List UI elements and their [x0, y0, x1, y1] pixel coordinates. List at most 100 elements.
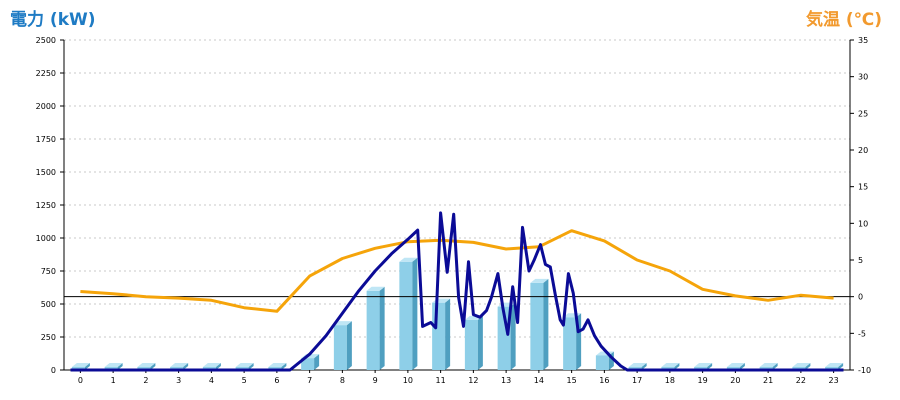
x-tick-label: 17	[632, 376, 642, 385]
bar-top	[333, 321, 352, 326]
right-tick-label: 25	[858, 109, 868, 118]
right-tick-label: 35	[858, 36, 868, 45]
bar-front	[464, 319, 478, 370]
bar-top	[726, 363, 745, 367]
right-tick-label: 10	[858, 219, 868, 228]
bar-top	[170, 363, 189, 367]
left-tick-label: 1500	[36, 168, 56, 177]
bar-side	[674, 363, 680, 370]
x-tick-label: 13	[501, 376, 511, 385]
x-tick-label: 14	[534, 376, 544, 385]
temperature-line	[80, 229, 834, 313]
x-tick-label: 22	[796, 376, 806, 385]
bar-side	[84, 363, 90, 370]
bar-side	[379, 286, 385, 370]
bar-side	[248, 363, 254, 370]
right-tick-label: -5	[858, 329, 866, 338]
left-tick-label: 1000	[36, 234, 56, 243]
bar-side	[183, 363, 189, 370]
bar-top	[530, 278, 549, 283]
x-tick-label: 15	[567, 376, 577, 385]
left-tick-label: 1250	[36, 201, 56, 210]
bar	[530, 278, 549, 370]
bar-top	[628, 363, 647, 367]
bar-top	[399, 257, 418, 262]
bar-side	[543, 278, 549, 370]
bar-side	[150, 363, 156, 370]
bar-side	[314, 354, 320, 370]
bar-side	[772, 363, 778, 370]
bar-top	[792, 363, 811, 367]
bar-top	[202, 363, 221, 367]
x-tick-label: 10	[403, 376, 413, 385]
bar-front	[399, 261, 413, 370]
left-tick-label: 500	[41, 300, 56, 309]
bar-side	[707, 363, 713, 370]
x-tick-label: 23	[829, 376, 839, 385]
x-tick-label: 11	[436, 376, 446, 385]
bar	[432, 298, 451, 370]
left-tick-label: 1750	[36, 135, 56, 144]
x-tick-label: 1	[111, 376, 116, 385]
bar	[497, 302, 516, 370]
bar	[366, 286, 385, 370]
bar-side	[510, 302, 516, 370]
x-tick-label: 18	[665, 376, 675, 385]
bar-side	[641, 363, 647, 370]
bar	[595, 351, 614, 370]
x-tick-label: 21	[763, 376, 773, 385]
bar-side	[412, 257, 418, 370]
bar-front	[530, 282, 544, 370]
bar-front	[432, 302, 446, 370]
bar-top	[694, 363, 713, 367]
bar-top	[137, 363, 156, 367]
left-tick-label: 0	[51, 366, 56, 375]
bar	[399, 257, 418, 370]
bar-side	[838, 363, 844, 370]
bar-top	[71, 363, 90, 367]
bar-top	[661, 363, 680, 367]
x-tick-label: 16	[599, 376, 609, 385]
right-tick-label: 20	[858, 146, 868, 155]
bar	[301, 354, 320, 370]
bar	[563, 313, 582, 370]
x-tick-label: 0	[78, 376, 83, 385]
bar-side	[445, 298, 451, 370]
x-tick-label: 4	[209, 376, 214, 385]
bar-top	[104, 363, 123, 367]
bar-top	[366, 286, 385, 291]
x-tick-label: 19	[698, 376, 708, 385]
right-tick-label: 15	[858, 183, 868, 192]
right-tick-label: 0	[858, 293, 863, 302]
bar-front	[595, 355, 609, 370]
x-tick-label: 3	[176, 376, 181, 385]
left-tick-label: 2500	[36, 36, 56, 45]
bar-top	[268, 363, 287, 367]
left-axis-title: 電力 (kW)	[10, 10, 96, 30]
bar-side	[117, 363, 123, 370]
bar-side	[477, 315, 483, 370]
x-tick-label: 7	[307, 376, 312, 385]
bar	[333, 321, 352, 370]
bar-top	[825, 363, 844, 367]
left-tick-label: 250	[41, 333, 56, 342]
bar-side	[215, 363, 221, 370]
right-tick-label: 5	[858, 256, 863, 265]
x-tick-label: 20	[730, 376, 740, 385]
bar-top	[759, 363, 778, 367]
bar	[464, 315, 483, 370]
right-tick-label: 30	[858, 73, 868, 82]
bar-side	[346, 321, 352, 370]
power-line	[70, 211, 844, 372]
bar-side	[739, 363, 745, 370]
x-tick-label: 5	[242, 376, 247, 385]
x-tick-label: 2	[143, 376, 148, 385]
bar-front	[563, 317, 577, 370]
left-tick-label: 2250	[36, 69, 56, 78]
x-tick-label: 8	[340, 376, 345, 385]
right-tick-label: -10	[858, 366, 871, 375]
x-tick-label: 9	[373, 376, 378, 385]
left-tick-label: 750	[41, 267, 56, 276]
